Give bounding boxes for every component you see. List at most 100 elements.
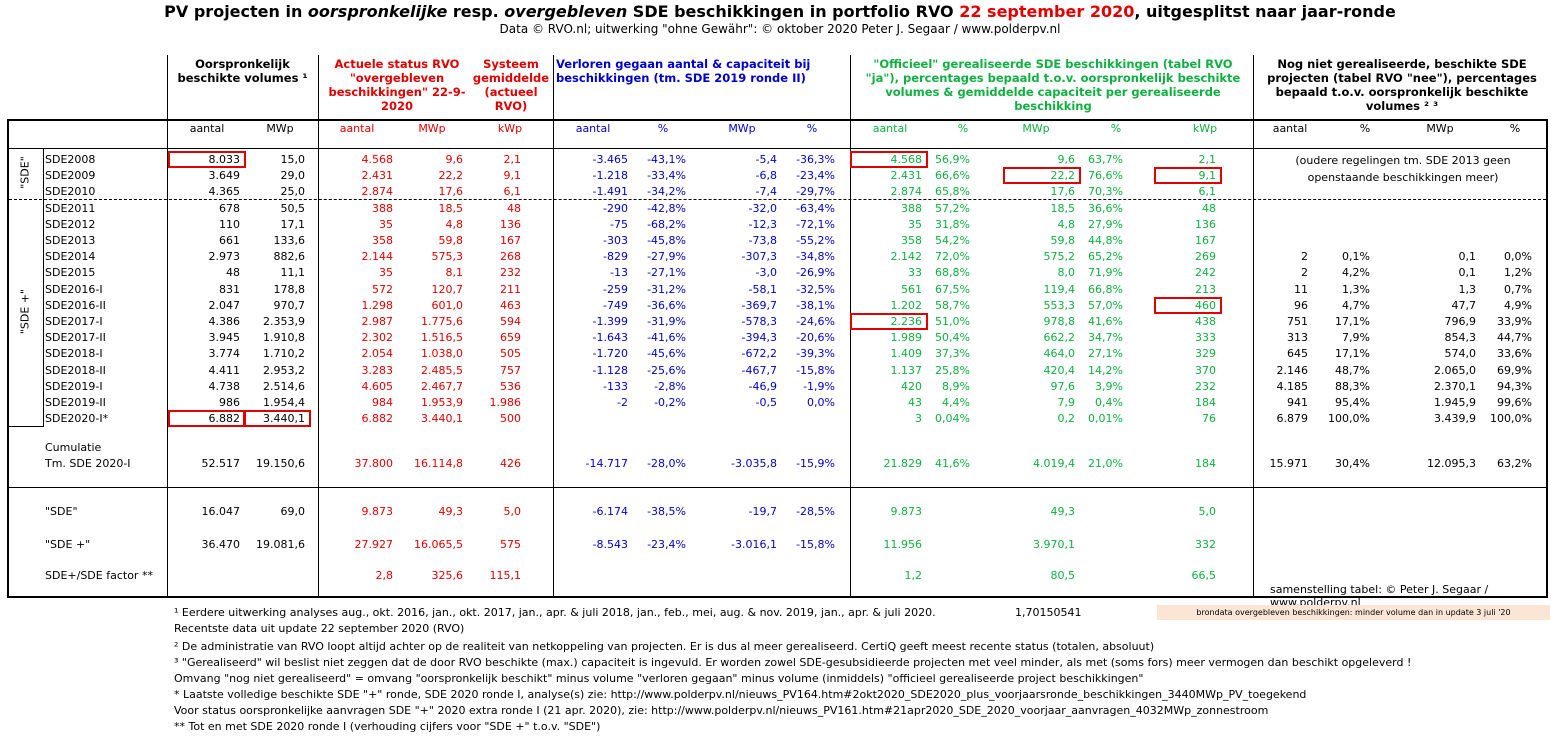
table-row-9-cell-17: 4,9% (1504, 298, 1532, 312)
table-row-16-cell-11: 0,2 (1057, 412, 1076, 426)
table-row-16-cell-9: 3 (915, 412, 922, 426)
table-row-16-cell-17: 100,0% (1490, 412, 1532, 426)
table-row-1-cell-12: 76,6% (1088, 169, 1123, 183)
table-row-9-cell-2: 1.298 (361, 298, 394, 312)
table-row-7-cell-4: 232 (500, 266, 521, 280)
cell-box (1154, 167, 1222, 185)
table-row-10-cell-0: 4.386 (208, 315, 241, 328)
table-row-14-cell-14: 4.185 (1276, 379, 1309, 393)
cumulatie-row-cell-16: 12.095,3 (1427, 457, 1476, 470)
table-row-14-cell-2: 4.605 (361, 379, 394, 393)
cumulatie-row-label: Tm. SDE 2020-I (45, 457, 131, 470)
cumulatie-row-cell-0: 52.517 (201, 457, 241, 470)
table-row-1-cell-1: 29,0 (280, 169, 306, 183)
table-row-2-cell-8: -29,7% (796, 185, 835, 199)
table-row-15-cell-5: -2 (617, 396, 628, 409)
table-row-9-cell-9: 1.202 (890, 298, 923, 312)
footnote-6: * Laatste volledige beschikte SDE "+" ro… (174, 688, 1307, 701)
table-row-7-cell-1: 11,1 (280, 266, 306, 280)
footnote-0: ¹ Eerdere uitwerking analyses aug., okt.… (174, 606, 936, 619)
table-row-3-cell-8: -63,4% (796, 201, 835, 215)
header-systeem: Systeem gemiddelde (actueel RVO) (472, 57, 550, 113)
table-row-0-cell-8: -36,3% (796, 153, 835, 166)
cumulatie-row-cell-9: 21.829 (883, 457, 923, 470)
table-row-13-cell-3: 2.485,5 (421, 363, 463, 377)
table-row-14-cell-12: 3,9% (1095, 379, 1123, 393)
table-row-13-cell-8: -15,8% (796, 363, 835, 377)
table-row-8-label: SDE2016-I (45, 282, 103, 296)
table-row-3-cell-11: 18,5 (1050, 201, 1076, 215)
table-row-15-cell-16: 1.945,9 (1434, 396, 1476, 409)
table-row-8-cell-3: 120,7 (431, 282, 464, 296)
table-row-16-cell-2: 6.882 (361, 412, 394, 426)
summary-row-1-cell-0: 36.470 (201, 538, 241, 551)
table-row-2-label: SDE2010 (45, 185, 96, 199)
table-row-11-cell-3: 1.516,5 (421, 331, 463, 345)
table-row-7-cell-16: 0,1 (1458, 266, 1477, 280)
table-row-16-cell-1: 3.440,1 (263, 412, 305, 426)
table-row-1-cell-0: 3.649 (208, 169, 241, 183)
table-row-9-cell-3: 601,0 (431, 298, 464, 312)
table-row-14-cell-8: -1,9% (803, 379, 835, 393)
subheader-8: % (806, 122, 818, 135)
footnote-4: ³ "Gerealiseerd" wil beslist niet zeggen… (174, 656, 1412, 669)
subheader-6: % (657, 122, 669, 135)
table-row-3-cell-1: 50,5 (280, 201, 306, 215)
table-row-6-cell-13: 269 (1195, 250, 1216, 264)
table-row-5-cell-8: -55,2% (796, 234, 835, 247)
table-row-16-cell-0: 6.882 (208, 412, 241, 426)
table-row-7-cell-15: 4,2% (1342, 266, 1370, 280)
table-row-14-label: SDE2019-I (45, 379, 103, 393)
table-row-5-cell-6: -45,8% (647, 234, 686, 247)
cumulatie-row-cell-14: 15.971 (1269, 457, 1309, 470)
summary-row-0-cell-5: -6.174 (592, 505, 628, 518)
table-row-8-cell-13: 213 (1195, 282, 1216, 296)
table-row-9-cell-11: 553,3 (1043, 298, 1076, 312)
table-row-14-cell-7: -46,9 (748, 379, 777, 393)
table-row-0-cell-10: 56,9% (935, 153, 970, 166)
table-row-8-cell-12: 66,8% (1088, 282, 1123, 296)
summary-row-1-cell-8: -15,8% (796, 538, 835, 551)
divider (9, 487, 1546, 488)
table-row-0-cell-9: 4.568 (890, 153, 923, 166)
table-row-12-cell-7: -672,2 (741, 347, 777, 361)
table-row-3-cell-4: 48 (507, 201, 521, 215)
table-row-12-cell-17: 33,6% (1497, 347, 1532, 361)
table-row-0-cell-0: 8.033 (208, 153, 241, 166)
table-row-4-cell-12: 27,9% (1088, 217, 1123, 231)
table-row-1-cell-9: 2.431 (890, 169, 923, 183)
subheader-3: MWp (418, 122, 446, 135)
table-row-7-cell-7: -3,0 (755, 266, 777, 280)
page-title: PV projecten in oorspronkelijke resp. ov… (164, 2, 1396, 21)
cell-box (168, 151, 246, 168)
table-row-4-cell-5: -75 (610, 217, 628, 231)
summary-row-0-label: "SDE" (45, 505, 78, 518)
group-label-sde: "SDE" (18, 156, 32, 189)
summary-row-0-cell-0: 16.047 (201, 505, 241, 518)
cell-box (1003, 167, 1081, 185)
subheader-11: MWp (1022, 122, 1050, 135)
table-row-6-cell-16: 0,1 (1458, 250, 1477, 264)
summary-row-0-cell-3: 49,3 (438, 505, 464, 518)
table-row-13-cell-11: 420,4 (1043, 363, 1076, 377)
table-row-15-cell-6: -0,2% (654, 396, 686, 409)
table-row-15-cell-7: -0,5 (755, 396, 777, 409)
table-row-14-cell-0: 4.738 (208, 379, 241, 393)
table-row-13-cell-0: 4.411 (208, 363, 241, 377)
table-row-5-cell-7: -73,8 (748, 234, 777, 247)
table-row-4-cell-1: 17,1 (280, 217, 306, 231)
table-row-14-cell-5: -133 (603, 379, 628, 393)
summary-row-0-cell-4: 5,0 (503, 505, 522, 518)
table-row-14-cell-10: 8,9% (942, 379, 970, 393)
table-row-7-cell-9: 33 (908, 266, 922, 280)
table-row-0-cell-11: 9,6 (1057, 153, 1076, 166)
cumulatie-row-cell-17: 63,2% (1497, 457, 1532, 470)
table-row-13-cell-10: 25,8% (935, 363, 970, 377)
table-row-2-cell-1: 25,0 (280, 185, 306, 199)
summary-row-2-label: SDE+/SDE factor ** (45, 569, 153, 582)
table-row-1-cell-4: 9,1 (503, 169, 522, 183)
table-row-12-cell-6: -45,6% (647, 347, 686, 361)
table-row-4-cell-13: 136 (1195, 217, 1216, 231)
table-row-10-cell-13: 438 (1195, 315, 1216, 328)
table-row-9-label: SDE2016-II (45, 298, 106, 312)
